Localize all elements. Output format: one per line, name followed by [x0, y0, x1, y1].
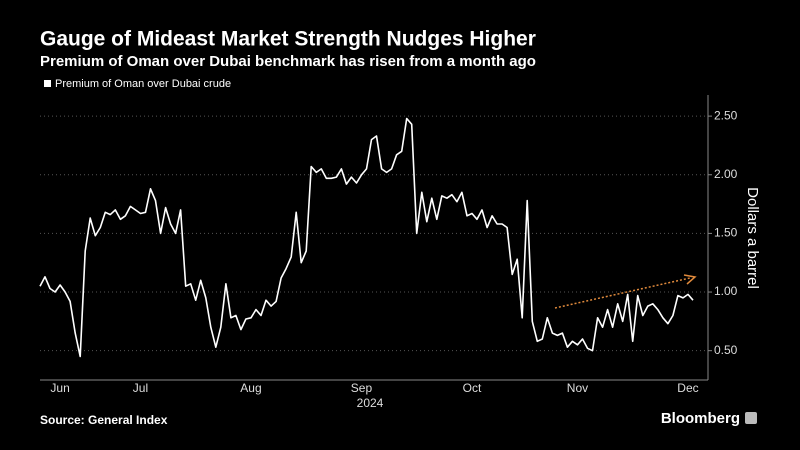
- legend-label: Premium of Oman over Dubai crude: [55, 78, 231, 90]
- x-tick-label: Nov: [567, 381, 588, 395]
- y-tick-label: 2.00: [714, 167, 738, 181]
- chart-subtitle: Premium of Oman over Dubai benchmark has…: [40, 53, 536, 70]
- y-tick-label: 2.50: [714, 108, 738, 122]
- y-tick-label: 0.50: [714, 343, 738, 357]
- x-tick-label: Dec: [677, 381, 698, 395]
- x-tick-label: Sep: [351, 381, 373, 395]
- trend-arrow: [554, 277, 691, 309]
- trend-arrow-head: [683, 274, 697, 285]
- source: Source: General Index: [40, 413, 168, 427]
- x-tick-label: Jul: [133, 381, 148, 395]
- y-tick-label: 1.00: [714, 284, 738, 298]
- legend-swatch: [44, 80, 51, 87]
- x-tick-label: Jun: [50, 381, 69, 395]
- brand: Bloomberg: [661, 410, 740, 427]
- x-tick-label: Aug: [240, 381, 261, 395]
- x-tick-label: Oct: [463, 381, 482, 395]
- brand-icon: [745, 412, 757, 424]
- y-axis-label: Dollars a barrel: [744, 187, 761, 289]
- chart-title: Gauge of Mideast Market Strength Nudges …: [40, 28, 536, 51]
- x-axis-label: 2024: [357, 396, 384, 410]
- y-tick-label: 1.50: [714, 226, 738, 240]
- line: [39, 117, 694, 358]
